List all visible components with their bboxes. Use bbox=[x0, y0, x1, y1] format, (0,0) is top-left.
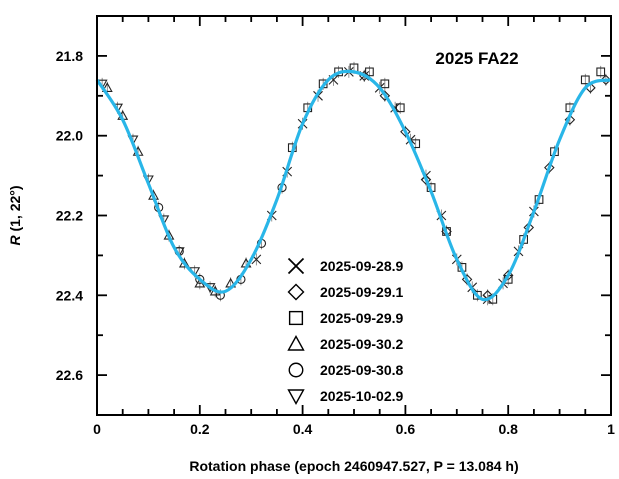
x-tick-labels: 0 0.2 0.4 0.6 0.8 1 bbox=[93, 421, 615, 437]
legend-marker-x-stroke bbox=[287, 257, 305, 275]
chart-title: 2025 FA22 bbox=[435, 49, 518, 68]
data-point-x-stroke bbox=[390, 102, 401, 113]
data-point-square bbox=[472, 290, 482, 300]
y-tick-label: 22.6 bbox=[56, 367, 83, 383]
legend-item: 2025-09-29.9 bbox=[288, 310, 404, 326]
legend-item: 2025-09-30.2 bbox=[287, 335, 404, 352]
y-axis-title-rest: (1, 22°) bbox=[7, 185, 23, 235]
y-tick-label: 22.4 bbox=[56, 287, 83, 303]
data-point-triangle-up bbox=[101, 82, 113, 92]
legend: 2025-09-28.9 2025-09-29.1 2025-09-29.9 2025… bbox=[287, 257, 404, 405]
legend-marker-triangle-up bbox=[287, 335, 305, 351]
y-tick-label: 22.2 bbox=[56, 208, 83, 224]
y-tick-labels: 21.8 22.0 22.2 22.4 22.6 bbox=[56, 48, 83, 383]
x-tick-label: 1 bbox=[607, 421, 615, 437]
data-point-diamond bbox=[523, 222, 535, 233]
data-point-circle bbox=[195, 274, 205, 284]
x-tick-label: 0.8 bbox=[498, 421, 518, 437]
data-point-diamond bbox=[564, 114, 576, 126]
legend-marker-square bbox=[288, 310, 304, 326]
data-point-square bbox=[580, 75, 590, 85]
data-point-diamond bbox=[420, 174, 432, 185]
legend-label: 2025-09-30.2 bbox=[320, 336, 404, 352]
data-point-x-stroke bbox=[251, 254, 262, 265]
legend-marker-x bbox=[287, 257, 305, 275]
legend-item: 2025-09-29.1 bbox=[287, 283, 404, 301]
legend-marker-triangle-down bbox=[287, 389, 305, 405]
x-tick-label: 0.4 bbox=[293, 421, 313, 437]
data-point-square bbox=[395, 103, 405, 113]
x-axis-title: Rotation phase (epoch 2460947.527, P = 1… bbox=[189, 458, 518, 474]
legend-item: 2025-09-30.8 bbox=[288, 362, 404, 378]
y-tick-label: 22.0 bbox=[56, 128, 83, 144]
fit-curve-line bbox=[95, 69, 612, 302]
x-tick-label: 0 bbox=[93, 421, 101, 437]
data-point-square bbox=[380, 79, 390, 89]
data-point-diamond bbox=[400, 126, 411, 137]
data-point-diamond bbox=[600, 74, 612, 86]
legend-label: 2025-09-29.9 bbox=[320, 310, 404, 326]
legend-label: 2025-10-02.9 bbox=[320, 388, 404, 404]
data-point-square bbox=[365, 67, 374, 77]
y-tick-label: 21.8 bbox=[56, 48, 83, 64]
y-axis-title: R (1, 22°) bbox=[7, 185, 23, 245]
legend-item: 2025-09-28.9 bbox=[287, 257, 404, 275]
data-point-diamond bbox=[379, 90, 391, 102]
legend-item: 2025-10-02.9 bbox=[287, 388, 404, 405]
legend-label: 2025-09-29.1 bbox=[320, 284, 404, 300]
data-point-square bbox=[596, 67, 606, 77]
legend-label: 2025-09-28.9 bbox=[320, 258, 404, 274]
legend-marker-circle bbox=[288, 362, 304, 378]
legend-marker-diamond bbox=[287, 283, 305, 301]
plot-frame bbox=[96, 15, 612, 416]
x-tick-label: 0.6 bbox=[396, 421, 416, 437]
x-tick-label: 0.2 bbox=[190, 421, 210, 437]
y-axis-title-main: R bbox=[7, 235, 23, 246]
data-point-x-stroke bbox=[328, 74, 339, 85]
legend-label: 2025-09-30.8 bbox=[320, 362, 404, 378]
